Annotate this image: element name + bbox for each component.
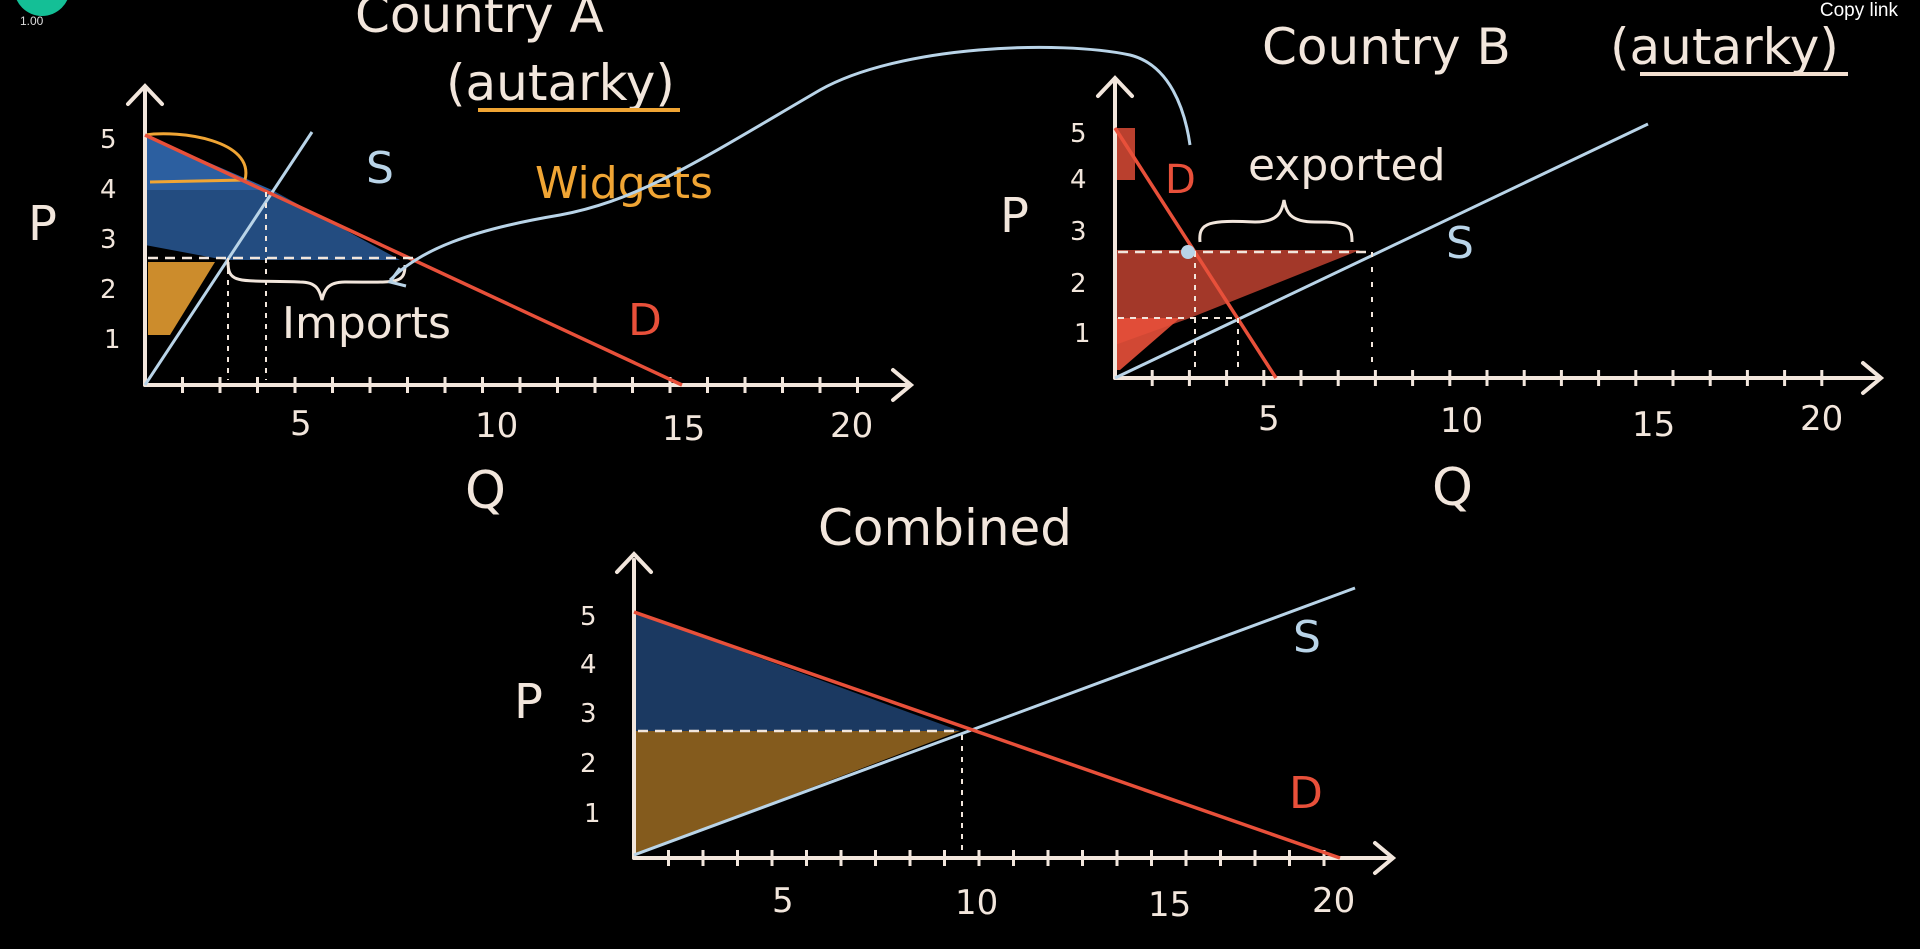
country-b-x-tick-15: 15 bbox=[1632, 405, 1675, 445]
country-b-q-label: Q bbox=[1432, 458, 1473, 518]
combined-y-tick-1: 1 bbox=[584, 799, 601, 829]
country-a-x-arrow bbox=[891, 368, 915, 402]
combined-s-label: S bbox=[1293, 612, 1321, 663]
country-b-subtitle: (autarky) bbox=[1610, 18, 1839, 76]
country-a-blue-shade bbox=[145, 190, 400, 260]
combined-demand-line bbox=[633, 610, 1341, 860]
country-b-y-tick-4: 4 bbox=[1070, 165, 1087, 195]
country-a-graph: Country A (autarky) P Q S D Widgets Impo… bbox=[28, 0, 915, 521]
country-b-x-tick-10: 10 bbox=[1440, 401, 1483, 441]
combined-y-tick-labels: 5 4 3 2 1 bbox=[580, 602, 601, 829]
country-a-x-tick-labels: 5 10 15 20 bbox=[290, 404, 873, 449]
country-a-x-tick-15: 15 bbox=[662, 409, 705, 449]
country-b-x-tick-20: 20 bbox=[1800, 399, 1843, 439]
combined-x-ticks bbox=[667, 850, 1326, 866]
country-b-y-tick-1: 1 bbox=[1074, 319, 1091, 349]
country-b-x-ticks bbox=[1150, 370, 1824, 386]
country-b-title: Country B bbox=[1262, 18, 1511, 76]
country-a-orange-shade bbox=[148, 262, 215, 335]
country-a-q-label: Q bbox=[465, 461, 506, 521]
channel-logo-icon bbox=[16, 0, 68, 16]
combined-supply-line bbox=[633, 586, 1356, 857]
country-a-s-label: S bbox=[366, 143, 394, 194]
combined-x-tick-5: 5 bbox=[772, 881, 794, 921]
country-a-y-tick-2: 2 bbox=[100, 275, 117, 305]
country-a-y-tick-5: 5 bbox=[100, 125, 117, 155]
country-a-x-tick-10: 10 bbox=[475, 406, 518, 446]
exported-label: exported bbox=[1248, 140, 1446, 191]
country-a-x-ticks bbox=[181, 377, 859, 393]
country-a-imports-brace bbox=[226, 261, 407, 301]
country-a-y-tick-1: 1 bbox=[104, 325, 121, 355]
country-a-x-tick-5: 5 bbox=[290, 404, 312, 444]
country-a-subtitle: (autarky) bbox=[446, 54, 675, 112]
combined-x-tick-labels: 5 10 15 20 bbox=[772, 881, 1355, 925]
country-b-y-tick-5: 5 bbox=[1070, 119, 1087, 149]
country-b-exported-brace bbox=[1198, 199, 1354, 243]
combined-y-tick-2: 2 bbox=[580, 749, 597, 779]
country-b-s-label: S bbox=[1446, 218, 1474, 269]
country-a-p-label: P bbox=[28, 196, 57, 252]
country-b-y-arrow bbox=[1096, 75, 1134, 98]
combined-x-tick-15: 15 bbox=[1148, 885, 1191, 925]
combined-y-tick-5: 5 bbox=[580, 602, 597, 632]
country-b-price-point bbox=[1181, 245, 1195, 259]
country-b-supply-line bbox=[1114, 122, 1649, 380]
country-b-x-tick-labels: 5 10 15 20 bbox=[1258, 399, 1843, 445]
country-b-graph: Country B (autarky) P Q S D exported 5 4… bbox=[1000, 18, 1885, 518]
trade-connector-curve bbox=[388, 45, 1192, 282]
country-b-x-arrow bbox=[1861, 361, 1885, 395]
imports-label: Imports bbox=[282, 298, 451, 349]
country-b-red-top bbox=[1115, 128, 1135, 180]
combined-p-label: P bbox=[514, 674, 543, 730]
combined-y-tick-4: 4 bbox=[580, 650, 597, 680]
combined-y-tick-3: 3 bbox=[580, 699, 597, 729]
country-b-y-tick-3: 3 bbox=[1070, 217, 1087, 247]
country-b-x-tick-5: 5 bbox=[1258, 399, 1280, 439]
combined-graph: Combined P S D 5 4 3 2 1 5 10 15 20 bbox=[514, 499, 1397, 925]
country-a-y-tick-3: 3 bbox=[100, 225, 117, 255]
combined-x-arrow bbox=[1373, 841, 1397, 875]
combined-y-arrow bbox=[615, 551, 653, 574]
country-a-title: Country A bbox=[355, 0, 604, 44]
playback-speed[interactable]: 1.00 bbox=[20, 14, 44, 28]
country-a-y-arrow bbox=[126, 83, 164, 106]
combined-d-label: D bbox=[1289, 768, 1323, 819]
country-a-y-tick-4: 4 bbox=[100, 175, 117, 205]
trade-connector-arrowhead bbox=[387, 267, 407, 288]
country-b-p-label: P bbox=[1000, 188, 1029, 244]
combined-x-tick-20: 20 bbox=[1312, 881, 1355, 921]
country-a-x-tick-20: 20 bbox=[830, 406, 873, 446]
country-b-red-shade-low bbox=[1115, 318, 1180, 370]
copy-link-button[interactable]: Copy link bbox=[1819, 0, 1898, 21]
widgets-label: Widgets bbox=[535, 158, 713, 209]
country-a-y-tick-labels: 5 4 3 2 1 bbox=[100, 125, 121, 355]
country-a-d-label: D bbox=[628, 295, 662, 346]
country-b-y-tick-2: 2 bbox=[1070, 269, 1087, 299]
country-b-y-tick-labels: 5 4 3 2 1 bbox=[1070, 119, 1091, 349]
country-b-d-label: D bbox=[1165, 157, 1196, 203]
combined-x-tick-10: 10 bbox=[955, 883, 998, 923]
combined-title: Combined bbox=[818, 499, 1072, 557]
country-a-orange-outline bbox=[144, 132, 248, 184]
